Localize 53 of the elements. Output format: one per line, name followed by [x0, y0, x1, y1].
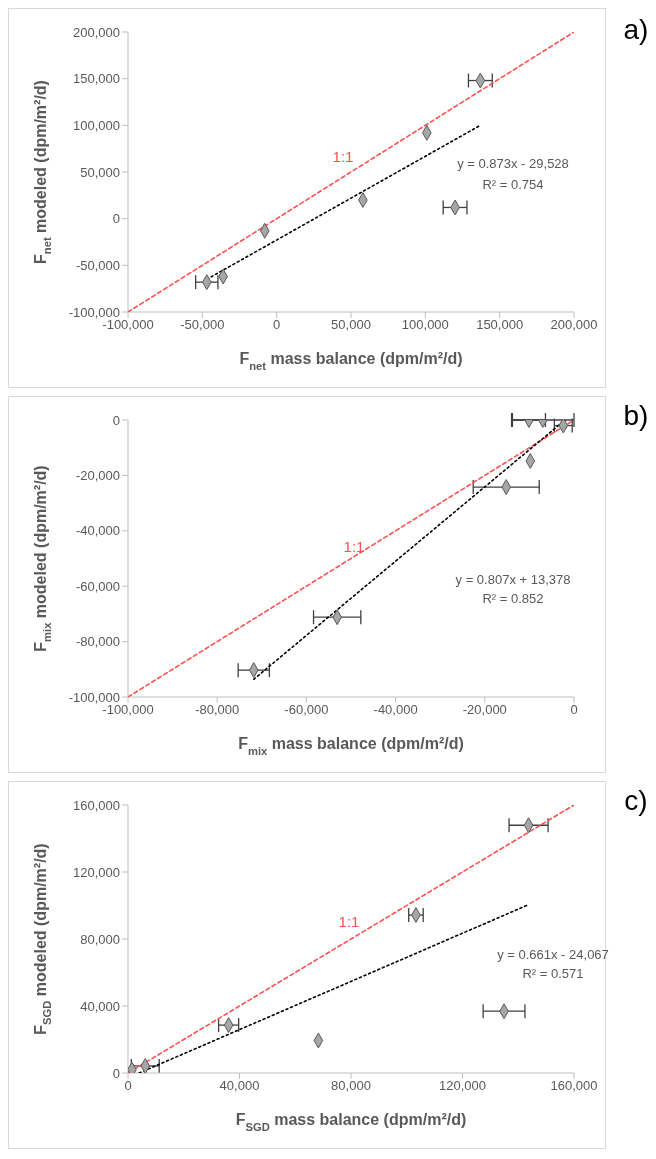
- y-tick-label: -20,000: [75, 468, 120, 484]
- annotation: R² = 0.571: [522, 965, 584, 981]
- x-tick-label: -20,000: [462, 702, 507, 718]
- y-tick-label: 150,000: [73, 71, 120, 87]
- annotation: y = 0.873x - 29,528: [457, 155, 569, 171]
- annotation: R² = 0.754: [482, 176, 544, 192]
- x-tick-label: 120,000: [439, 1078, 486, 1094]
- x-tick-label: 0: [124, 1078, 132, 1094]
- y-tick-label: -60,000: [75, 578, 120, 594]
- x-tick-label: -60,000: [284, 702, 329, 718]
- x-tick-label: -100,000: [102, 317, 154, 333]
- x-tick-label: 40,000: [219, 1078, 260, 1094]
- x-axis-title: F$_{SGD}$ mass balance (dpm/m²/d): [235, 1111, 467, 1133]
- text: c): [624, 785, 648, 817]
- x-tick-label: 160,000: [550, 1078, 598, 1094]
- y-tick-label: -40,000: [75, 523, 120, 539]
- y-tick-label: 120,000: [73, 864, 120, 880]
- y-tick-label: 0: [112, 1065, 120, 1081]
- x-tick-label: 100,000: [401, 317, 449, 333]
- x-tick-label: -50,000: [180, 317, 225, 333]
- y-tick-label: 200,000: [73, 24, 120, 40]
- x-tick-label: 0: [273, 317, 281, 333]
- y-tick-label: 80,000: [80, 931, 120, 947]
- y-tick-label: 40,000: [80, 998, 120, 1014]
- y-tick-label: 100,000: [73, 117, 120, 133]
- text: a): [623, 14, 649, 46]
- x-tick-label: -100,000: [102, 702, 154, 718]
- series-label: 1:1: [332, 147, 354, 165]
- annotation: y = 0.661x - 24,067: [497, 946, 609, 962]
- y-tick-label: 0: [112, 412, 120, 428]
- x-tick-label: 150,000: [476, 317, 524, 333]
- x-tick-label: 0: [570, 702, 578, 718]
- point: [558, 420, 569, 434]
- point: [140, 1058, 151, 1073]
- x-tick-label: -40,000: [373, 702, 418, 718]
- y-tick-label: -50,000: [75, 257, 120, 273]
- y-tick-label: -80,000: [75, 634, 120, 650]
- x-tick-label: -80,000: [195, 702, 240, 718]
- series-label: 1:1: [343, 537, 365, 555]
- x-tick-label: 200,000: [550, 317, 598, 333]
- y-tick-label: -100,000: [68, 689, 120, 705]
- y-tick-label: -100,000: [68, 304, 120, 320]
- x-axis-title: F$_{mix}$ mass balance (dpm/m²/d): [238, 735, 464, 757]
- y-tick-label: 50,000: [80, 164, 120, 180]
- annotation: y = 0.807x + 13,378: [455, 571, 571, 587]
- y-tick-label: 0: [112, 211, 120, 227]
- x-tick-label: 50,000: [331, 317, 371, 333]
- text: b): [623, 400, 649, 432]
- series-label: 1:1: [338, 912, 360, 930]
- annotation: R² = 0.852: [482, 590, 544, 606]
- x-axis-title: F$_{net}$ mass balance (dpm/m²/d): [239, 350, 463, 372]
- x-tick-label: 80,000: [331, 1078, 371, 1094]
- y-tick-label: 160,000: [73, 797, 120, 813]
